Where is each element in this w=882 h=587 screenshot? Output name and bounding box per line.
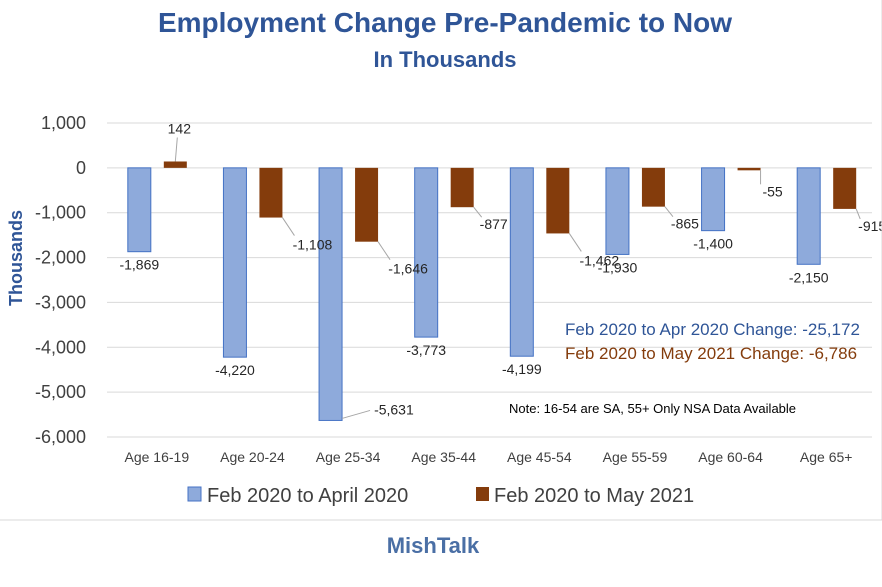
y-tick-label: -4,000 [35, 337, 86, 357]
y-tick-label: 0 [76, 158, 86, 178]
category-labels: Age 16-19 Age 20-24 Age 25-34 Age 35-44 Age … [125, 449, 853, 465]
category-label: Age 55-59 [603, 449, 668, 465]
data-label-series-2: -1,108 [293, 237, 333, 253]
y-tick-label: -2,000 [35, 248, 86, 268]
leader-line [341, 409, 371, 419]
data-label-series-2: -1,646 [388, 261, 428, 277]
leader-line [473, 206, 483, 218]
leader-line [568, 233, 582, 252]
y-axis-label: Thousands [6, 210, 26, 306]
bar-series-1 [414, 167, 439, 338]
y-tick-label: 1,000 [41, 113, 86, 133]
label-leader-lines [174, 137, 861, 419]
bar-series-2 [355, 167, 379, 242]
category-label: Age 25-34 [316, 449, 381, 465]
data-label-series-2: -1,462 [579, 252, 619, 268]
data-label-series-2: 142 [168, 120, 192, 136]
y-tick-label: -3,000 [35, 292, 86, 312]
data-label-series-1: -5,631 [374, 401, 414, 417]
bar-series-1 [796, 167, 821, 265]
data-label-series-1: -4,220 [215, 362, 255, 378]
bar-series-2 [737, 167, 761, 171]
bars [127, 161, 857, 421]
y-axis-ticks: 1,000 0 -1,000 -2,000 -3,000 -4,000 -5,000 -6,0… [35, 113, 86, 447]
annotation-note: Note: 16-54 are SA, 55+ Only NSA Data Av… [509, 401, 796, 416]
category-label: Age 60-64 [698, 449, 763, 465]
bar-series-2 [833, 167, 857, 209]
leader-line [174, 137, 178, 162]
annotation-may-change: Feb 2020 to May 2021 Change: -6,786 [565, 344, 857, 363]
data-label-series-1: -2,150 [789, 269, 829, 285]
chart-title: Employment Change Pre-Pandemic to Now [158, 7, 732, 38]
data-label-series-1: -4,199 [502, 361, 542, 377]
legend-label-series-2: Feb 2020 to May 2021 [494, 485, 694, 507]
legend-swatch-series-2 [476, 487, 489, 501]
data-label-series-2: -877 [480, 216, 508, 232]
data-label-series-2: -55 [762, 183, 782, 199]
bar-series-1 [509, 167, 534, 357]
category-label: Age 16-19 [125, 449, 190, 465]
bar-series-2 [641, 167, 665, 207]
bar-series-2 [163, 161, 187, 168]
category-label: Age 45-54 [507, 449, 572, 465]
legend-swatch-series-1 [187, 486, 202, 502]
data-label-series-2: -865 [671, 216, 699, 232]
data-label-series-1: -1,930 [598, 259, 638, 275]
data-label-series-1: -3,773 [406, 342, 446, 358]
leader-line [282, 217, 295, 236]
category-label: Age 35-44 [411, 449, 476, 465]
bar-series-1 [701, 167, 726, 232]
data-label-series-2: -915 [858, 218, 882, 234]
bar-series-2 [546, 167, 570, 234]
legend-label-series-1: Feb 2020 to April 2020 [207, 485, 408, 507]
bar-series-1 [605, 167, 630, 255]
y-tick-label: -1,000 [35, 203, 86, 223]
bar-series-1 [222, 167, 247, 358]
legend: Feb 2020 to April 2020 Feb 2020 to May 2… [187, 485, 694, 507]
data-labels: -1,869 142 -4,220 -1,108 -5,631 -1,646 -3,773 -… [119, 120, 882, 417]
annotation-apr-change: Feb 2020 to Apr 2020 Change: -25,172 [565, 320, 860, 339]
category-label: Age 65+ [800, 449, 853, 465]
brand-mishtalk: MishTalk [387, 533, 480, 558]
bar-series-2 [450, 167, 474, 208]
y-tick-label: -5,000 [35, 382, 86, 402]
bar-series-1 [127, 167, 152, 253]
category-label: Age 20-24 [220, 449, 285, 465]
bar-series-2 [259, 167, 283, 218]
leader-line [664, 206, 674, 217]
chart-subtitle: In Thousands [374, 47, 517, 72]
y-tick-label: -6,000 [35, 427, 86, 447]
leader-line [377, 241, 391, 260]
bar-series-1 [318, 167, 343, 421]
data-label-series-1: -1,400 [693, 236, 733, 252]
data-label-series-1: -1,869 [119, 257, 159, 273]
leader-line [855, 208, 861, 220]
